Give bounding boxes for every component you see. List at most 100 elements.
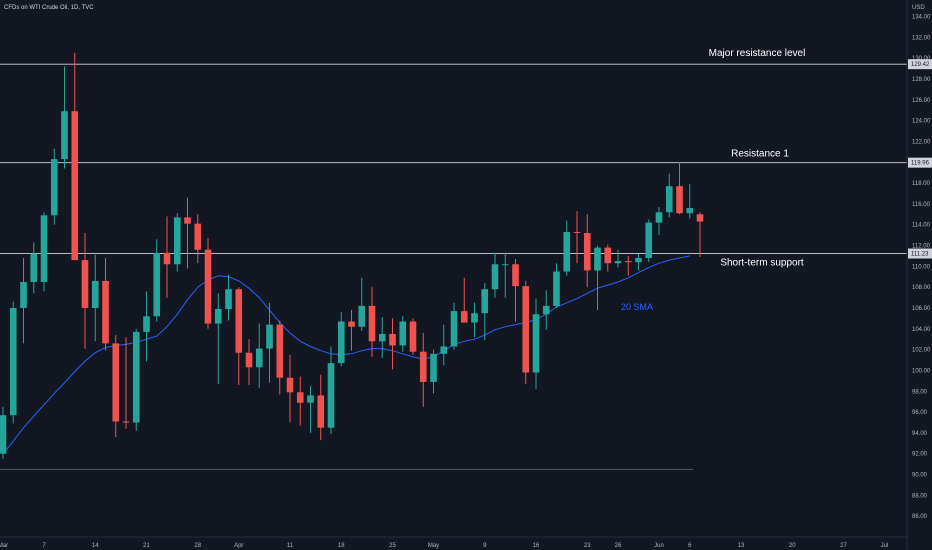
level-annotation: Resistance 1 [731, 149, 789, 160]
price-tag: 111.23 [908, 248, 932, 259]
candle[interactable] [20, 258, 27, 344]
candle[interactable] [81, 233, 89, 349]
candle[interactable] [460, 277, 468, 323]
candle[interactable] [676, 162, 683, 215]
candle[interactable] [9, 301, 17, 424]
candle[interactable] [348, 310, 355, 351]
candle[interactable] [532, 298, 540, 390]
candle-body [440, 346, 448, 354]
y-tick-label: 106.00 [912, 306, 931, 312]
candle[interactable] [501, 252, 509, 298]
candle[interactable] [573, 211, 581, 264]
x-tick-label: Jul [881, 543, 889, 549]
candle[interactable] [655, 207, 663, 236]
candle[interactable] [440, 324, 448, 366]
candle[interactable] [512, 259, 519, 322]
candle[interactable] [173, 213, 181, 272]
candle[interactable] [30, 242, 38, 294]
candle[interactable] [522, 280, 530, 384]
y-tick-label: 100.00 [912, 368, 931, 374]
candle-body [594, 247, 601, 271]
candle-body [225, 289, 232, 310]
candle[interactable] [122, 337, 130, 429]
candle[interactable] [112, 335, 120, 438]
candle[interactable] [327, 346, 335, 434]
candle-body [614, 261, 622, 264]
candle-body [296, 392, 304, 403]
candle-body [143, 316, 150, 332]
candle[interactable] [604, 244, 612, 272]
candle[interactable] [286, 354, 294, 423]
candle-body [501, 264, 509, 266]
candle[interactable] [163, 216, 171, 298]
candle-body [419, 351, 427, 382]
candle[interactable] [194, 214, 202, 264]
candle[interactable] [0, 406, 7, 459]
candle[interactable] [624, 255, 632, 276]
candle-body [20, 281, 27, 308]
x-tick-label: 11 [287, 543, 294, 549]
level-annotation: Short-term support [720, 258, 804, 269]
candle[interactable] [225, 274, 232, 321]
candle[interactable] [563, 220, 571, 276]
candle[interactable] [50, 148, 58, 225]
candle[interactable] [645, 219, 653, 263]
candle[interactable] [553, 263, 560, 308]
candle-body [430, 353, 437, 382]
candle[interactable] [307, 386, 314, 433]
candle[interactable] [40, 212, 48, 292]
candle[interactable] [491, 252, 499, 298]
candle-body [471, 313, 478, 323]
candle[interactable] [614, 249, 622, 268]
candle[interactable] [143, 291, 150, 362]
candle[interactable] [419, 332, 427, 407]
candle[interactable] [409, 318, 417, 355]
candle[interactable] [686, 184, 694, 219]
candle[interactable] [132, 328, 140, 431]
candle[interactable] [245, 339, 253, 386]
candle-body [450, 311, 458, 347]
candle-body [676, 186, 683, 214]
candle[interactable] [214, 293, 222, 384]
candle[interactable] [583, 214, 591, 288]
candle[interactable] [450, 302, 458, 350]
x-tick-label: Apr [234, 543, 243, 549]
candle[interactable] [481, 282, 489, 341]
y-tick-label: 110.00 [912, 264, 931, 270]
candle[interactable] [266, 302, 273, 383]
candle[interactable] [399, 316, 407, 352]
candle[interactable] [235, 287, 243, 386]
candle[interactable] [61, 66, 68, 169]
candle[interactable] [430, 349, 437, 394]
candle-body [132, 331, 140, 423]
y-tick-label: 114.00 [912, 223, 931, 229]
candle[interactable] [91, 254, 99, 342]
y-tick-label: 128.00 [912, 77, 931, 83]
candle[interactable] [696, 212, 704, 257]
candle[interactable] [71, 52, 79, 261]
candle[interactable] [389, 318, 396, 370]
candle[interactable] [317, 374, 325, 441]
candle[interactable] [184, 197, 191, 269]
candle[interactable] [471, 302, 478, 338]
x-tick-label: May [428, 543, 439, 549]
candle[interactable] [296, 376, 304, 426]
candle[interactable] [358, 277, 366, 331]
candle[interactable] [337, 312, 345, 367]
candle-body [553, 271, 560, 306]
candle[interactable] [378, 317, 386, 358]
candle[interactable] [204, 238, 212, 329]
candle-body [378, 334, 386, 342]
candle[interactable] [102, 258, 109, 351]
candle[interactable] [368, 287, 376, 357]
candle[interactable] [276, 320, 284, 395]
candle[interactable] [594, 245, 601, 311]
candle[interactable] [542, 290, 550, 330]
candle[interactable] [635, 253, 642, 271]
candle[interactable] [153, 239, 161, 322]
candle[interactable] [665, 173, 673, 218]
candle[interactable] [255, 323, 263, 389]
candle-body [122, 421, 130, 423]
